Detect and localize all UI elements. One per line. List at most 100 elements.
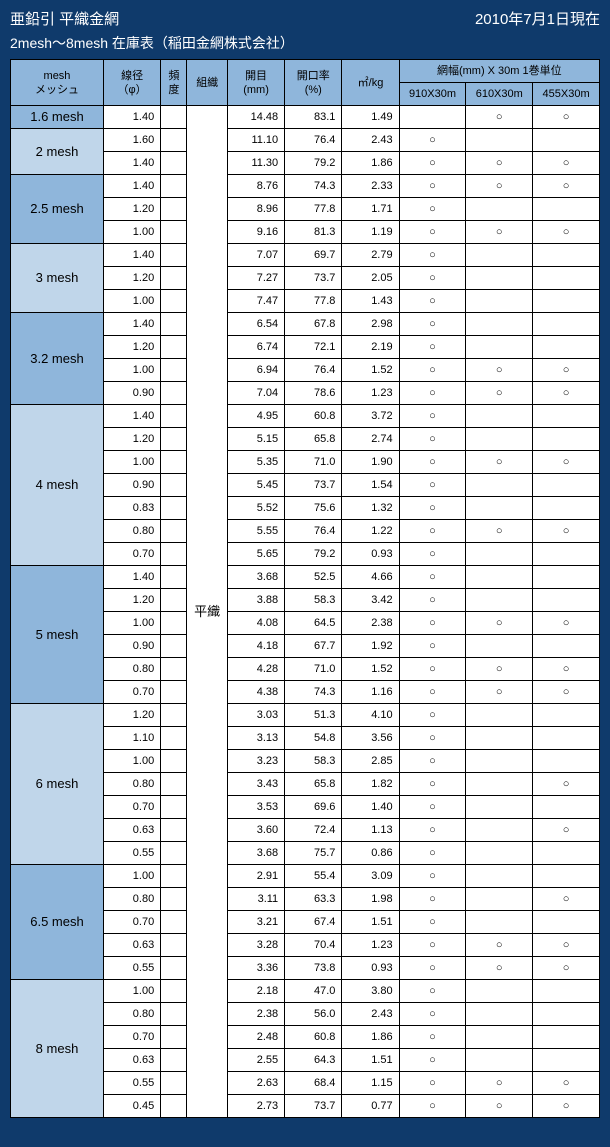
w610-cell: ○ — [466, 152, 533, 175]
m2-cell: 1.16 — [342, 681, 399, 704]
w610-cell — [466, 244, 533, 267]
w610-cell: ○ — [466, 658, 533, 681]
kair-cell: 73.7 — [285, 267, 342, 290]
hin-cell — [161, 819, 187, 842]
page-date: 2010年7月1日現在 — [475, 8, 600, 29]
w910-cell: ○ — [399, 865, 466, 888]
kaime-cell: 2.63 — [227, 1072, 284, 1095]
kair-cell: 75.6 — [285, 497, 342, 520]
m2-cell: 0.93 — [342, 957, 399, 980]
w610-cell — [466, 888, 533, 911]
w610-cell: ○ — [466, 612, 533, 635]
w610-cell — [466, 497, 533, 520]
kaime-cell: 2.38 — [227, 1003, 284, 1026]
m2-cell: 1.43 — [342, 290, 399, 313]
w455-cell: ○ — [533, 359, 600, 382]
w910-cell: ○ — [399, 336, 466, 359]
m2-cell: 1.82 — [342, 773, 399, 796]
hin-cell — [161, 382, 187, 405]
hin-cell — [161, 152, 187, 175]
hin-cell — [161, 589, 187, 612]
w910-cell: ○ — [399, 796, 466, 819]
table-row: 5 mesh1.403.6852.54.66○ — [11, 566, 600, 589]
w910-cell: ○ — [399, 520, 466, 543]
hin-cell — [161, 405, 187, 428]
hin-cell — [161, 244, 187, 267]
w910-cell: ○ — [399, 635, 466, 658]
kair-cell: 83.1 — [285, 106, 342, 129]
w610-cell — [466, 819, 533, 842]
hin-cell — [161, 980, 187, 1003]
sen-cell: 0.90 — [103, 635, 160, 658]
col-hin: 頻度 — [161, 60, 187, 106]
sen-cell: 0.55 — [103, 957, 160, 980]
sen-cell: 0.63 — [103, 1049, 160, 1072]
kaime-cell: 5.15 — [227, 428, 284, 451]
kaime-cell: 7.47 — [227, 290, 284, 313]
hin-cell — [161, 359, 187, 382]
w910-cell: ○ — [399, 313, 466, 336]
w910-cell: ○ — [399, 497, 466, 520]
w910-cell: ○ — [399, 589, 466, 612]
sen-cell: 0.90 — [103, 474, 160, 497]
w610-cell: ○ — [466, 934, 533, 957]
w455-cell: ○ — [533, 612, 600, 635]
m2-cell: 2.85 — [342, 750, 399, 773]
kair-cell: 75.7 — [285, 842, 342, 865]
w910-cell: ○ — [399, 543, 466, 566]
m2-cell: 1.54 — [342, 474, 399, 497]
w455-cell — [533, 750, 600, 773]
w910-cell: ○ — [399, 704, 466, 727]
w455-cell: ○ — [533, 819, 600, 842]
w910-cell: ○ — [399, 451, 466, 474]
w610-cell — [466, 290, 533, 313]
w910-cell: ○ — [399, 1072, 466, 1095]
m2-cell: 1.49 — [342, 106, 399, 129]
kaime-cell: 3.03 — [227, 704, 284, 727]
table-row: 4 mesh1.404.9560.83.72○ — [11, 405, 600, 428]
kaime-cell: 5.65 — [227, 543, 284, 566]
mesh-cell: 1.6 mesh — [11, 106, 104, 129]
w455-cell: ○ — [533, 888, 600, 911]
hin-cell — [161, 543, 187, 566]
w455-cell — [533, 497, 600, 520]
w910-cell — [399, 106, 466, 129]
sen-cell: 0.55 — [103, 1072, 160, 1095]
w910-cell: ○ — [399, 819, 466, 842]
sen-cell: 1.40 — [103, 313, 160, 336]
w910-cell: ○ — [399, 934, 466, 957]
kair-cell: 67.4 — [285, 911, 342, 934]
m2-cell: 3.42 — [342, 589, 399, 612]
w455-cell — [533, 911, 600, 934]
m2-cell: 2.43 — [342, 129, 399, 152]
sen-cell: 1.40 — [103, 106, 160, 129]
hin-cell — [161, 198, 187, 221]
hin-cell — [161, 1095, 187, 1118]
w910-cell: ○ — [399, 1095, 466, 1118]
hin-cell — [161, 129, 187, 152]
col-soshiki: 組織 — [187, 60, 228, 106]
w610-cell — [466, 198, 533, 221]
w910-cell: ○ — [399, 980, 466, 1003]
kaime-cell: 2.73 — [227, 1095, 284, 1118]
mesh-table: meshメッシュ線径（φ）頻度組織開目(mm)開口率(%)㎡/kg網幅(mm) … — [10, 59, 600, 1118]
table-row: 6 mesh1.203.0351.34.10○ — [11, 704, 600, 727]
w610-cell — [466, 842, 533, 865]
m2-cell: 1.23 — [342, 934, 399, 957]
w610-cell: ○ — [466, 359, 533, 382]
w910-cell: ○ — [399, 658, 466, 681]
w610-cell: ○ — [466, 221, 533, 244]
kaime-cell: 5.45 — [227, 474, 284, 497]
w610-cell — [466, 129, 533, 152]
hin-cell — [161, 290, 187, 313]
sen-cell: 0.70 — [103, 911, 160, 934]
kair-cell: 65.8 — [285, 773, 342, 796]
w910-cell: ○ — [399, 359, 466, 382]
sen-cell: 0.63 — [103, 819, 160, 842]
w455-cell — [533, 1049, 600, 1072]
kaime-cell: 6.54 — [227, 313, 284, 336]
mesh-cell: 2.5 mesh — [11, 175, 104, 244]
table-header: meshメッシュ線径（φ）頻度組織開目(mm)開口率(%)㎡/kg網幅(mm) … — [11, 60, 600, 106]
sen-cell: 1.00 — [103, 612, 160, 635]
m2-cell: 1.13 — [342, 819, 399, 842]
